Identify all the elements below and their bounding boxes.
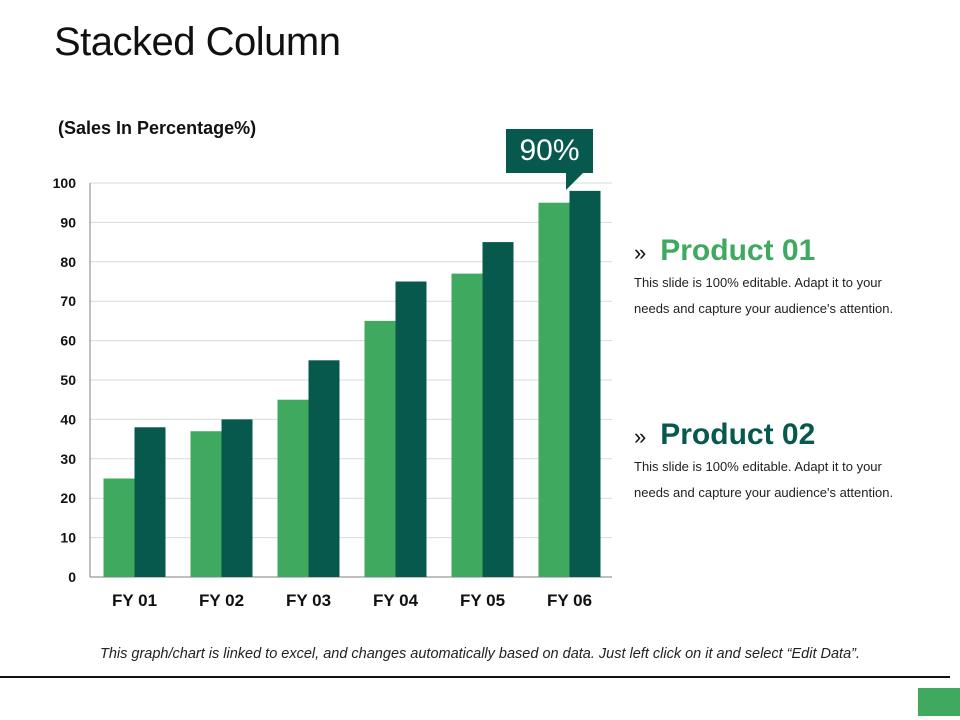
x-tick-label: FY 04 [373, 591, 419, 610]
y-tick-label: 100 [53, 175, 77, 191]
x-tick-label: FY 03 [286, 591, 331, 610]
footnote: This graph/chart is linked to excel, and… [99, 646, 861, 662]
bar-product-02-fy-05 [482, 242, 514, 577]
y-tick-label: 90 [60, 214, 76, 230]
callout-pointer [566, 172, 584, 190]
chevron-icon: » [634, 240, 647, 265]
x-tick-label: FY 02 [199, 591, 244, 610]
chart-subtitle: (Sales In Percentage%) [58, 118, 257, 138]
bar-product-01-fy-02 [190, 431, 222, 577]
bar-product-02-fy-01 [134, 427, 166, 577]
bar-product-02-fy-06 [569, 190, 601, 577]
bar-product-01-fy-05 [451, 273, 483, 577]
bar-product-02-fy-04 [395, 281, 427, 577]
footer-divider [0, 676, 950, 678]
y-tick-label: 40 [60, 411, 76, 427]
callout-label: 90% [506, 129, 593, 173]
bar-product-01-fy-03 [277, 399, 309, 577]
x-tick-label: FY 06 [547, 591, 592, 610]
bar-product-01-fy-06 [538, 202, 570, 577]
y-tick-label: 20 [60, 490, 76, 506]
legend-product-02: » Product 02 This slide is 100% editable… [634, 418, 944, 506]
y-tick-label: 50 [60, 372, 76, 388]
bar-product-02-fy-02 [221, 419, 253, 577]
x-tick-label: FY 01 [112, 591, 157, 610]
legend-product-01-desc-line2: needs and capture your audience's attent… [634, 301, 894, 316]
page-title: Stacked Column [54, 20, 341, 64]
legend-product-01: » Product 01 This slide is 100% editable… [634, 234, 944, 322]
corner-accent [918, 688, 960, 716]
x-tick-label: FY 05 [460, 591, 505, 610]
y-tick-label: 0 [68, 569, 76, 585]
y-tick-label: 70 [60, 293, 76, 309]
legend-product-02-desc-line2: needs and capture your audience's attent… [634, 485, 894, 500]
y-tick-label: 80 [60, 254, 76, 270]
y-tick-label: 60 [60, 333, 76, 349]
legend-product-02-desc-line1: This slide is 100% editable. Adapt it to… [634, 459, 882, 474]
bar-product-01-fy-01 [103, 478, 135, 577]
y-tick-label: 30 [60, 451, 76, 467]
legend-product-01-desc-line1: This slide is 100% editable. Adapt it to… [634, 275, 882, 290]
bar-product-01-fy-04 [364, 320, 396, 577]
legend-product-01-name: Product 01 [660, 234, 816, 267]
chevron-icon: » [634, 424, 647, 449]
bar-product-02-fy-03 [308, 360, 340, 577]
y-tick-label: 10 [60, 530, 76, 546]
legend-product-02-name: Product 02 [660, 418, 816, 451]
